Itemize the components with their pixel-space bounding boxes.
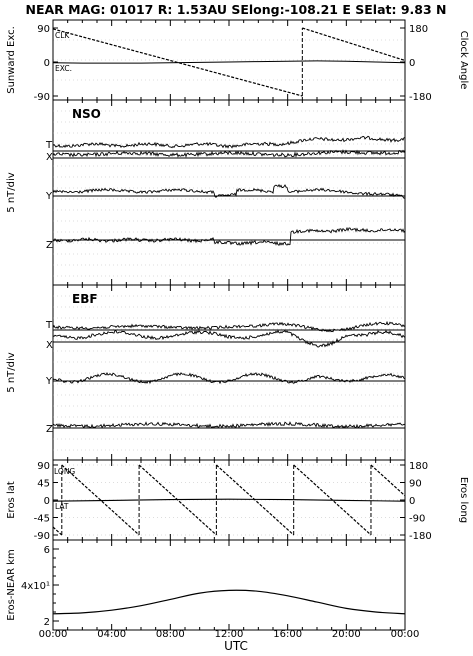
- panel-ebf: EBF 5 nT/div TX Y Z: [6, 284, 406, 461]
- x-tick-label: 04:00: [97, 629, 126, 640]
- sunward-right-tick: 0: [409, 58, 415, 69]
- x-tick-label: 16:00: [273, 629, 302, 640]
- eros-long-tick: -90: [409, 514, 425, 525]
- distance-frame: [52, 539, 406, 631]
- distance-series: [52, 589, 406, 615]
- ebf-component-z: Z: [46, 424, 53, 435]
- x-axis: 00:00 04:00 08:00 12:00 16:00 20:00 00:00: [39, 629, 420, 640]
- ebf-trace-z: [52, 421, 406, 429]
- eros-lat-tick: 45: [37, 479, 50, 490]
- ebf-component-x: X: [46, 340, 53, 351]
- chart-title: NEAR MAG: 01017 R: 1.53AU SElong:-108.21…: [26, 2, 447, 17]
- panel-nso: NSO 5 nT/div TX Y Z: [6, 99, 406, 286]
- sunward-ylabel: Sunward Exc.: [6, 26, 17, 94]
- nso-component-x: X: [46, 152, 53, 163]
- nso-trace-z: [52, 226, 406, 246]
- nso-trace-y: [52, 183, 406, 199]
- distance-tick: 4x10¹: [21, 581, 50, 592]
- x-axis-label: UTC: [224, 639, 248, 653]
- eros-long-ylabel: Eros long: [458, 477, 469, 523]
- ebf-trace-t: [52, 320, 406, 333]
- ebf-component-y: Y: [45, 376, 53, 387]
- nso-trace-t: [52, 135, 406, 149]
- lat-series: [52, 498, 406, 502]
- eros-lat-tick: 90: [37, 461, 50, 472]
- exc-series-label: EXC.: [55, 64, 72, 73]
- x-tick-label: 20:00: [332, 629, 361, 640]
- nso-ylabel: 5 nT/div: [6, 172, 17, 212]
- nso-component-z: Z: [46, 240, 53, 251]
- panel-distance: 6 4x10¹ 2 Eros-NEAR km: [6, 539, 406, 631]
- lat-series-label: LAT: [55, 502, 69, 511]
- clock-angle-ylabel: Clock Angle: [458, 31, 469, 90]
- x-tick-label: 00:00: [39, 629, 68, 640]
- eros-lat-ylabel: Eros lat: [6, 481, 17, 519]
- long-series-label: LONG: [54, 467, 75, 476]
- exc-series: [52, 60, 406, 64]
- panels: 90 0 -90 180 0 -180 Sunward Exc. Clock Angle CLK…: [6, 19, 469, 631]
- eros-long-tick: 180: [409, 461, 428, 472]
- sunward-left-tick: -90: [34, 92, 50, 103]
- long-series: [370, 464, 406, 497]
- x-tick-label: 08:00: [156, 629, 185, 640]
- nso-component-t: T: [45, 140, 53, 151]
- distance-tick: 6: [44, 545, 50, 556]
- clk-series: [302, 27, 406, 62]
- ebf-component-t: T: [45, 320, 53, 331]
- panel-eros: 90 45 0 -45 -90 180 90 0 -90 -180 Eros lat Eros lon…: [6, 459, 469, 542]
- nso-trace-x: [52, 149, 406, 158]
- ebf-trace-x: [52, 329, 406, 348]
- eros-lat-tick: -90: [34, 531, 50, 542]
- sunward-right-tick: -180: [409, 92, 432, 103]
- nso-component-y: Y: [45, 191, 53, 202]
- eros-long-tick: 90: [409, 479, 422, 490]
- ebf-trace-y: [52, 372, 406, 385]
- x-tick-label: 00:00: [391, 629, 420, 640]
- eros-long-tick: 0: [409, 496, 415, 507]
- clk-series: [52, 28, 303, 97]
- sunward-left-tick: 0: [44, 58, 50, 69]
- ebf-frame: [52, 284, 406, 461]
- ebf-panel-name: EBF: [72, 292, 98, 306]
- eros-lat-tick: 0: [44, 496, 50, 507]
- long-series: [215, 464, 295, 536]
- sunward-left-tick: 90: [37, 24, 50, 35]
- distance-ylabel: Eros-NEAR km: [6, 549, 17, 620]
- eros-lat-tick: -45: [34, 514, 50, 525]
- long-series: [52, 526, 63, 536]
- x-tick-label: 12:00: [215, 629, 244, 640]
- sunward-right-tick: 180: [409, 24, 428, 35]
- long-series: [61, 464, 140, 536]
- eros-long-tick: -180: [409, 531, 432, 542]
- clk-series-label: CLK: [55, 31, 70, 40]
- nso-panel-name: NSO: [72, 107, 101, 121]
- ebf-ylabel: 5 nT/div: [6, 352, 17, 392]
- distance-tick: 2: [44, 617, 50, 628]
- panel-sunward: 90 0 -90 180 0 -180 Sunward Exc. Clock Angle CLK…: [6, 19, 469, 103]
